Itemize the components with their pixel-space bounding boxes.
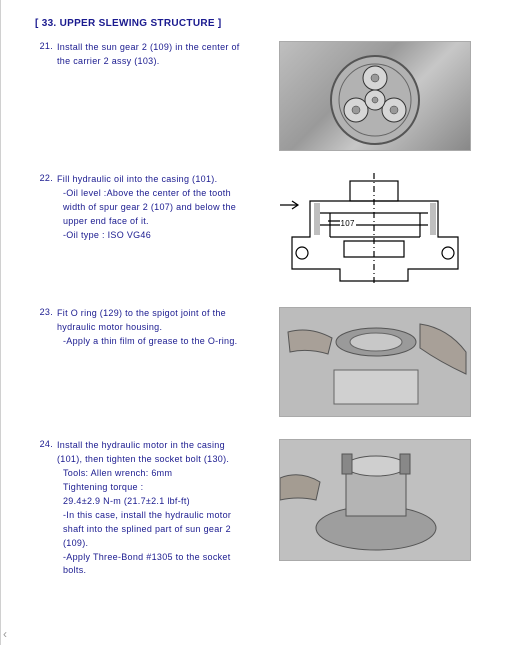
prev-page-chevron-icon[interactable]: ‹ — [3, 627, 7, 641]
line: Fit O ring (129) to the spigot joint of … — [57, 307, 261, 321]
step-number: 23. — [35, 307, 57, 349]
line: hydraulic motor housing. — [57, 321, 261, 335]
step-body: Install the sun gear 2 (109) in the cent… — [57, 41, 261, 69]
line: bolts. — [57, 564, 261, 578]
step-text: 22. Fill hydraulic oil into the casing (… — [35, 173, 261, 243]
section-header: [ 33. UPPER SLEWING STRUCTURE ] — [35, 18, 488, 29]
line: (101), then tighten the socket bolt (130… — [57, 453, 261, 467]
step-text: 21. Install the sun gear 2 (109) in the … — [35, 41, 261, 69]
line: shaft into the splined part of sun gear … — [57, 523, 261, 537]
line: width of spur gear 2 (107) and below the — [57, 201, 261, 215]
line: the carrier 2 assy (103). — [57, 55, 261, 69]
line: Install the sun gear 2 (109) in the cent… — [57, 41, 261, 55]
step-text: 24. Install the hydraulic motor in the c… — [35, 439, 261, 578]
photo-oring-install — [279, 307, 471, 417]
step-22: 22. Fill hydraulic oil into the casing (… — [35, 173, 488, 285]
step-figure — [261, 439, 488, 561]
step-number: 24. — [35, 439, 57, 578]
line: Tools: Allen wrench: 6mm — [57, 467, 261, 481]
line: Fill hydraulic oil into the casing (101)… — [57, 173, 261, 187]
step-figure — [261, 307, 488, 417]
callout-107: 107 — [340, 219, 356, 228]
line: Tightening torque : — [57, 481, 261, 495]
step-body: Install the hydraulic motor in the casin… — [57, 439, 261, 578]
step-figure — [261, 41, 488, 151]
line: Install the hydraulic motor in the casin… — [57, 439, 261, 453]
line: upper end face of it. — [57, 215, 261, 229]
step-number: 22. — [35, 173, 57, 243]
step-body: Fill hydraulic oil into the casing (101)… — [57, 173, 261, 243]
photo-planetary-gears — [279, 41, 471, 151]
line: 29.4±2.9 N-m (21.7±2.1 lbf-ft) — [57, 495, 261, 509]
line: -Oil level :Above the center of the toot… — [57, 187, 261, 201]
diagram-casing-cross-section: 107 — [280, 173, 470, 285]
line: -Oil type : ISO VG46 — [57, 229, 261, 243]
step-figure: 107 — [261, 173, 488, 285]
line: -In this case, install the hydraulic mot… — [57, 509, 261, 523]
step-text: 23. Fit O ring (129) to the spigot joint… — [35, 307, 261, 349]
line: (109). — [57, 537, 261, 551]
step-21: 21. Install the sun gear 2 (109) in the … — [35, 41, 488, 151]
step-24: 24. Install the hydraulic motor in the c… — [35, 439, 488, 578]
photo-motor-install — [279, 439, 471, 561]
step-23: 23. Fit O ring (129) to the spigot joint… — [35, 307, 488, 417]
line: -Apply a thin film of grease to the O-ri… — [57, 335, 261, 349]
step-number: 21. — [35, 41, 57, 69]
step-body: Fit O ring (129) to the spigot joint of … — [57, 307, 261, 349]
line: -Apply Three-Bond #1305 to the socket — [57, 551, 261, 565]
